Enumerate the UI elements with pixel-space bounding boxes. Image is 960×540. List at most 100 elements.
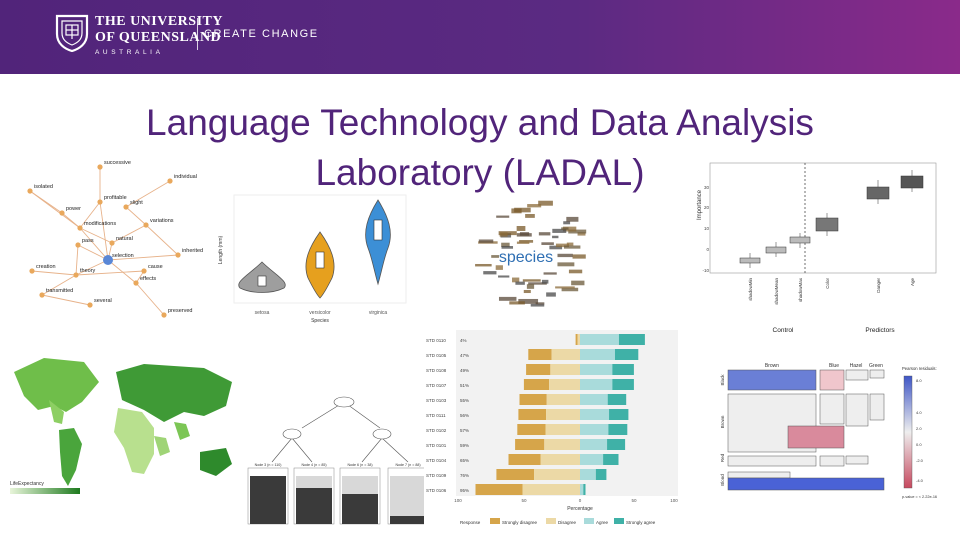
- violin-xlabel-setosa: setosa: [255, 310, 270, 316]
- slide-title-line-1: Language Technology and Data Analysis: [146, 102, 814, 143]
- word-cloud-word: [526, 284, 535, 289]
- network-node-label: effects: [140, 276, 156, 282]
- likert-bar-segment: [515, 439, 545, 450]
- network-edge: [31, 270, 77, 276]
- boxplot-svg: Importance 30 20 10 0 -10 shadowMin shad…: [697, 162, 937, 334]
- word-cloud-word: [475, 263, 492, 267]
- network-node-label: theory: [80, 268, 96, 274]
- likert-bar-segment: [607, 394, 627, 405]
- likert-legend-4: Strongly agree: [626, 520, 656, 525]
- violin-xlabel-versicolor: versicolor: [309, 310, 331, 316]
- word-cloud-word: [572, 254, 586, 259]
- word-cloud-word: [535, 302, 545, 305]
- network-node-label: pass: [82, 238, 94, 244]
- mosaic-top-blue: Blue: [829, 363, 839, 369]
- boxplot-ytick-20: 20: [704, 205, 710, 210]
- word-cloud-word: [562, 226, 577, 232]
- word-cloud-word: [514, 207, 531, 213]
- likert-bar-segment: [523, 379, 550, 390]
- likert-bar-segment: [534, 469, 580, 480]
- boxplot-xlabel-Age: Age: [910, 278, 915, 287]
- likert-left-percent: 57%: [460, 428, 469, 433]
- word-cloud-word: [568, 229, 587, 234]
- likert-xtick-5: 100: [670, 498, 678, 503]
- likert-row-label: STD 0103: [426, 398, 447, 403]
- likert-bar-segment: [608, 424, 628, 435]
- word-cloud-word: [498, 275, 510, 278]
- mosaic-left-blond: Blond: [720, 474, 725, 486]
- boxplot-image: Importance 30 20 10 0 -10 shadowMin shad…: [680, 160, 942, 338]
- word-cloud-word: [568, 269, 583, 274]
- likert-bar-segment: [517, 424, 546, 435]
- network-edge: [77, 244, 109, 261]
- word-cloud-word: [522, 279, 541, 282]
- tree-leaf-4: [387, 467, 429, 525]
- word-cloud-main-word: species: [499, 249, 553, 266]
- likert-row-label: STD 0101: [426, 443, 447, 448]
- likert-bar-segment: [612, 379, 634, 390]
- likert-legend-swatch-2: [546, 518, 556, 524]
- network-edge: [111, 224, 147, 244]
- network-edge: [75, 244, 79, 276]
- network-node: [133, 280, 139, 286]
- word-cloud-word: [555, 286, 575, 289]
- likert-bar-segment: [580, 334, 619, 345]
- word-cloud-word: [549, 245, 563, 250]
- mosaic-legend-tick-1: 8.0: [916, 378, 922, 383]
- network-edge: [107, 254, 179, 261]
- network-node: [87, 302, 93, 308]
- boxplot-xlabel-Color: Color: [825, 278, 830, 289]
- network-edge: [79, 227, 109, 261]
- word-cloud-word: [563, 245, 581, 249]
- likert-bar-segment: [475, 484, 523, 495]
- tree-leaf-label-1: Node 3 (n = 110): [255, 463, 282, 467]
- likert-left-percent: 4%: [460, 338, 467, 343]
- boxplot-ytick-minus10: -10: [702, 268, 709, 273]
- word-cloud-word: [557, 262, 575, 267]
- word-cloud-word: [552, 228, 567, 233]
- uq-logo[interactable]: THE UNIVERSITY OF QUEENSLAND AUSTRALIA: [95, 14, 223, 56]
- header-bar: THE UNIVERSITY OF QUEENSLAND AUSTRALIA C…: [0, 0, 960, 74]
- world-map-svg: LifeExpectancy: [10, 358, 232, 494]
- tree-leaf-label-4: Node 7 (n = 88): [395, 463, 420, 467]
- box-shadowMean: [765, 242, 787, 257]
- mosaic-legend-tick-6: -4.0: [916, 478, 924, 483]
- word-cloud-word: [543, 272, 557, 275]
- likert-bar-segment: [603, 454, 619, 465]
- network-edge: [145, 224, 179, 256]
- likert-bar-segment: [522, 484, 580, 495]
- decision-tree-image: Node 3 (n = 110) Node 4 (n = 85) Node 6 …: [242, 380, 436, 526]
- mosaic-legend-tick-4: 0.0: [916, 442, 922, 447]
- network-node-label: variations: [150, 218, 174, 224]
- word-cloud-word: [541, 242, 554, 245]
- likert-bar-segment: [551, 349, 580, 360]
- network-node-label: selection: [112, 253, 134, 259]
- likert-bar-segment: [580, 424, 609, 435]
- likert-bar-segment: [546, 394, 580, 405]
- likert-bar-segment: [544, 439, 580, 450]
- network-node-label: cause: [148, 264, 163, 270]
- likert-row-label: STD 0111: [426, 413, 446, 418]
- boxplot-xlabel-shadowMin: shadowMin: [748, 278, 753, 301]
- likert-left-percent: 76%: [460, 473, 469, 478]
- network-node: [73, 272, 79, 278]
- word-cloud-word: [498, 231, 517, 236]
- network-edge: [107, 259, 137, 284]
- word-cloud-word: [566, 216, 579, 222]
- likert-bar-segment: [618, 334, 645, 345]
- likert-legend-3: Agree: [596, 520, 609, 525]
- likert-xlabel: Percentage: [567, 506, 593, 512]
- network-node: [97, 199, 103, 205]
- likert-xtick-1: 100: [454, 498, 462, 503]
- likert-row-label: STD 0104: [426, 458, 447, 463]
- network-node-label: profitable: [104, 195, 127, 201]
- likert-row-label: STD 0107: [426, 383, 447, 388]
- word-cloud-word: [515, 281, 525, 285]
- likert-left-percent: 95%: [460, 488, 469, 493]
- word-cloud-word: [557, 253, 573, 258]
- violin-ylabel: Length (mm): [218, 235, 224, 264]
- logo-subtitle: AUSTRALIA: [95, 49, 164, 56]
- word-cloud-word: [525, 213, 535, 218]
